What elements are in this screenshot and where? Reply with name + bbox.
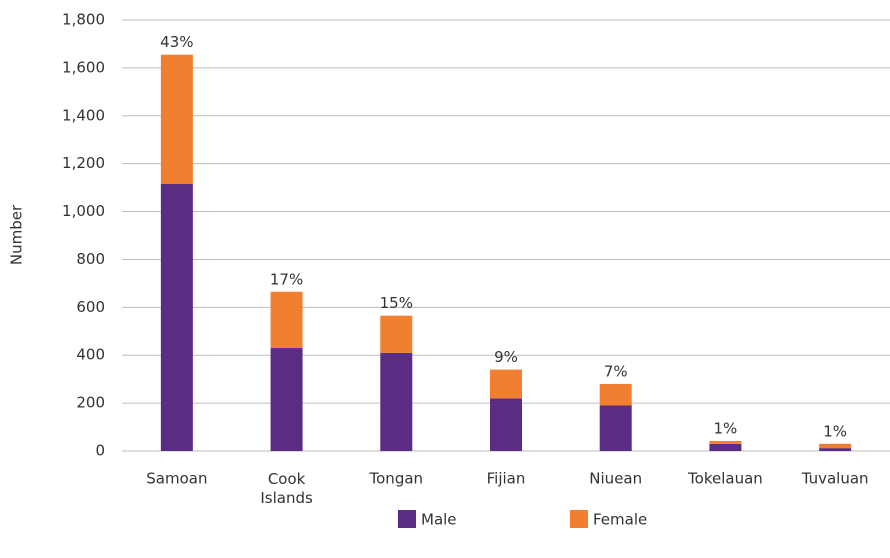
y-tick-label: 400 (76, 346, 105, 364)
x-tick-label: Tongan (369, 470, 424, 488)
bar-segment (380, 352, 413, 451)
y-tick-label: 1,400 (62, 106, 105, 124)
y-tick-label: 800 (76, 250, 105, 268)
bar-segment (599, 405, 632, 451)
bar-segment (270, 348, 303, 451)
share-label: 1% (714, 419, 738, 437)
bar-segment (490, 398, 522, 451)
bar-segment (160, 54, 193, 185)
bar-segment (490, 369, 522, 399)
bar-segment (599, 383, 632, 406)
x-tick-label: Tuvaluan (801, 470, 869, 488)
y-tick-label: 1,600 (62, 58, 105, 76)
x-tick-label: Samoan (146, 470, 207, 488)
legend-label: Male (421, 511, 457, 529)
bar-segment (709, 440, 742, 444)
bar-segment (819, 448, 852, 451)
y-tick-label: 200 (76, 394, 105, 412)
share-label: 9% (494, 348, 518, 366)
share-label: 43% (160, 33, 193, 51)
y-tick-label: 600 (76, 298, 105, 316)
bar-segment (709, 443, 742, 451)
y-tick-label: 1,800 (62, 11, 105, 29)
x-tick-label: Tokelauan (687, 470, 763, 488)
share-label: 7% (604, 362, 628, 380)
share-label: 1% (823, 422, 847, 440)
legend-swatch (570, 510, 588, 528)
y-tick-label: 0 (95, 442, 105, 460)
legend-swatch (398, 510, 416, 528)
x-tick-label: Niuean (589, 470, 642, 488)
share-label: 17% (270, 270, 303, 288)
y-axis-label: Number (8, 204, 26, 265)
share-label: 15% (380, 294, 413, 312)
bar-segment (160, 184, 193, 451)
x-tick-label: Cook Islands (260, 470, 313, 507)
bar-segment (270, 291, 303, 349)
y-tick-label: 1,000 (62, 202, 105, 220)
bar-segment (380, 315, 413, 353)
bar-segment (819, 443, 852, 449)
x-tick-label: Fijian (487, 470, 526, 488)
y-tick-label: 1,200 (62, 154, 105, 172)
legend-label: Female (593, 511, 647, 529)
